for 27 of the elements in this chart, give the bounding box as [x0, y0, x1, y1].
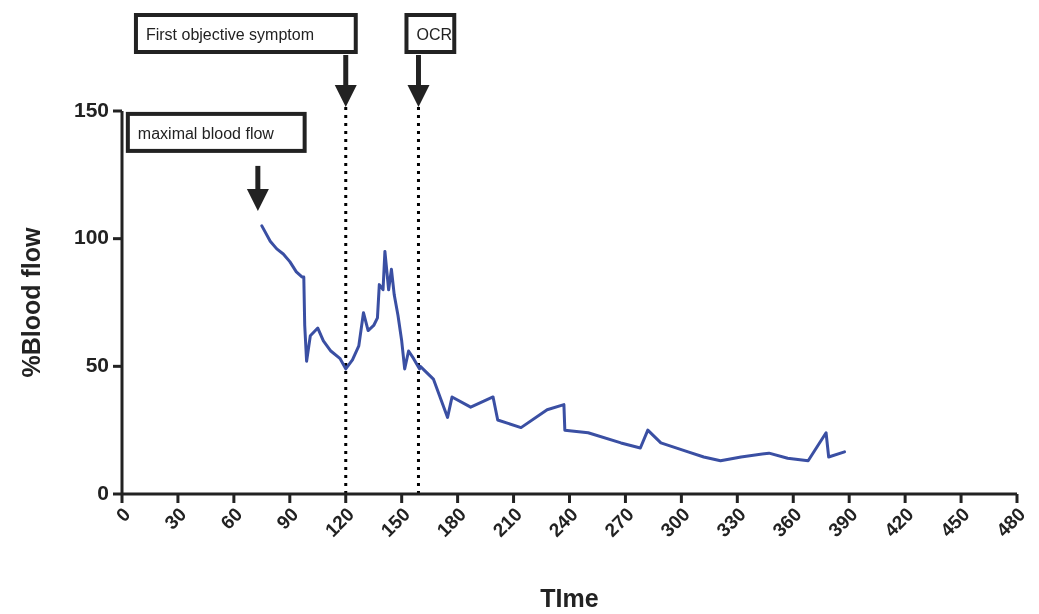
y-tick-label: 150: [73, 97, 109, 121]
line-series: [260, 224, 847, 463]
x-tick-label: 150: [376, 503, 415, 541]
text: First objective symptom: [145, 26, 314, 43]
x-tick-label: 60: [216, 503, 247, 534]
x-tick-label: 420: [880, 503, 918, 541]
x-tick-label: 0: [112, 503, 135, 526]
x-tick-label: 90: [272, 503, 303, 534]
y-tick-label: 0: [97, 480, 109, 504]
x-tick-label: 270: [600, 503, 638, 541]
x-tick-label: 450: [936, 503, 974, 541]
x-tick-label: 390: [824, 503, 862, 541]
annotation: maximal blood flow: [137, 124, 275, 142]
x-tick-label: 30: [160, 503, 191, 534]
x-axis-title: TIme: [540, 584, 599, 612]
text: OCR: [416, 26, 453, 43]
x-tick-label: 360: [768, 503, 806, 541]
y-tick-label: 100: [73, 225, 109, 249]
y-tick-label: 50: [85, 352, 109, 376]
y-axis-title: %Blood flow: [17, 226, 45, 378]
x-tick-label: 240: [544, 503, 582, 541]
x-tick-label: 480: [992, 503, 1030, 541]
x-tick-label: 300: [656, 503, 694, 541]
x-tick-label: 330: [712, 503, 750, 541]
x-tick-label: 180: [432, 503, 470, 541]
x-tick-label: 120: [320, 503, 359, 541]
x-tick-label: 210: [488, 503, 526, 541]
